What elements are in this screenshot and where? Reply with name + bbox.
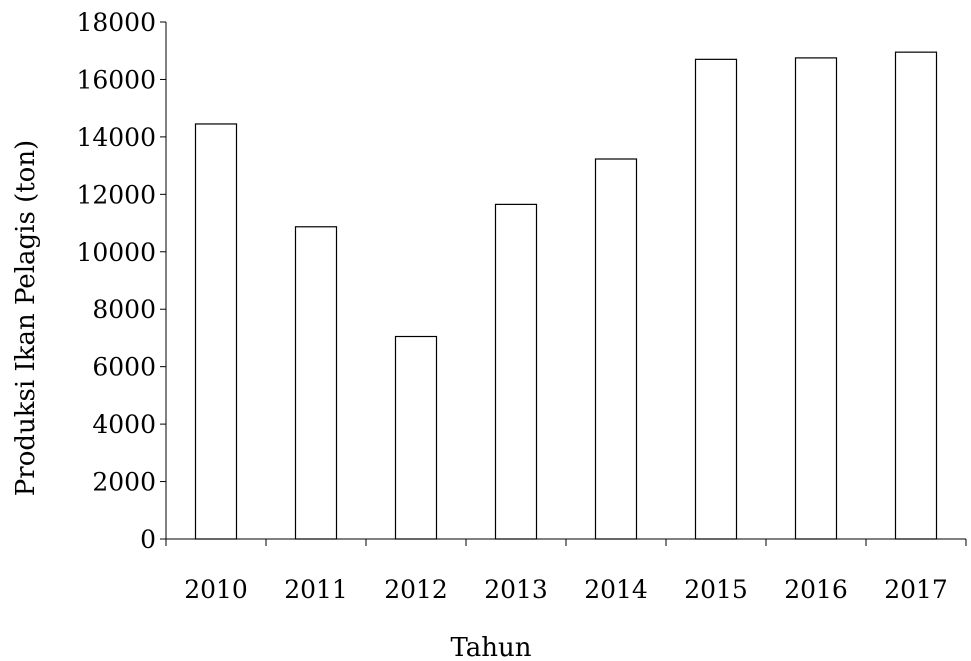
bar-2016 <box>794 57 838 540</box>
y-tick-label: 6000 <box>92 353 156 382</box>
y-tick-label: 4000 <box>92 410 156 439</box>
x-axis-title: Tahun <box>450 633 531 661</box>
x-tick-label: 2013 <box>484 575 548 604</box>
bar-2014 <box>594 158 638 540</box>
y-axis-title: Produksi Ikan Pelagis (ton) <box>11 140 41 496</box>
y-tick-label: 8000 <box>92 295 156 324</box>
bar-2010 <box>194 123 238 540</box>
x-tick-label: 2012 <box>384 575 448 604</box>
x-axis: 2010 2011 2012 2013 2014 2015 2016 2017 <box>165 538 967 604</box>
y-tick-label: 2000 <box>92 468 156 497</box>
x-tick-label: 2016 <box>784 575 848 604</box>
bar-2015 <box>694 58 738 540</box>
x-tick-label: 2015 <box>684 575 748 604</box>
y-tick-label: 18000 <box>76 8 156 37</box>
x-tick-label: 2017 <box>884 575 948 604</box>
x-tick-label: 2010 <box>184 575 248 604</box>
bar-2013 <box>494 203 538 540</box>
y-axis: 0 2000 4000 6000 8000 10000 12000 14000 16000 180… <box>76 8 167 554</box>
x-tick-label: 2011 <box>284 575 348 604</box>
bars <box>194 51 938 540</box>
y-tick-label: 12000 <box>76 180 156 209</box>
x-tick-label: 2014 <box>584 575 648 604</box>
y-tick-label: 14000 <box>76 123 156 152</box>
y-tick-label: 0 <box>140 525 156 554</box>
y-tick-label: 10000 <box>76 238 156 267</box>
bar-2017 <box>894 51 938 540</box>
bar-2012 <box>394 335 438 540</box>
y-tick-label: 16000 <box>76 65 156 94</box>
bar-2011 <box>294 226 338 540</box>
